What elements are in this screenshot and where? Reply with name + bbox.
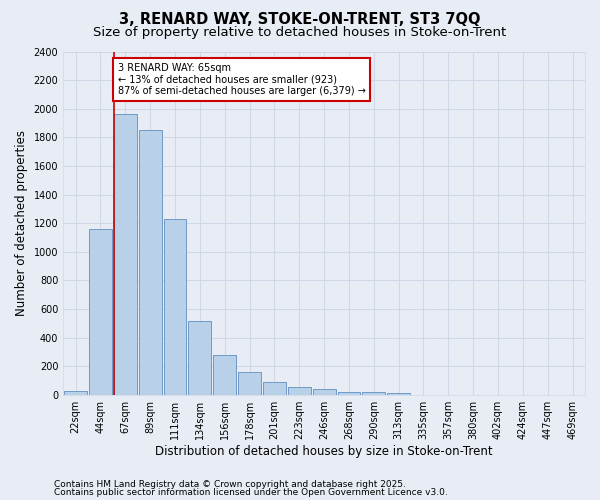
Text: Size of property relative to detached houses in Stoke-on-Trent: Size of property relative to detached ho… — [94, 26, 506, 39]
Bar — [263, 382, 286, 394]
Bar — [114, 114, 137, 394]
Bar — [139, 130, 161, 394]
X-axis label: Distribution of detached houses by size in Stoke-on-Trent: Distribution of detached houses by size … — [155, 444, 493, 458]
Bar — [288, 388, 311, 394]
Bar — [188, 321, 211, 394]
Text: 3 RENARD WAY: 65sqm
← 13% of detached houses are smaller (923)
87% of semi-detac: 3 RENARD WAY: 65sqm ← 13% of detached ho… — [118, 63, 365, 96]
Bar — [164, 219, 187, 394]
Y-axis label: Number of detached properties: Number of detached properties — [15, 130, 28, 316]
Text: 3, RENARD WAY, STOKE-ON-TRENT, ST3 7QQ: 3, RENARD WAY, STOKE-ON-TRENT, ST3 7QQ — [119, 12, 481, 28]
Bar — [362, 392, 385, 394]
Bar — [338, 392, 361, 394]
Bar — [313, 388, 335, 394]
Bar — [89, 229, 112, 394]
Bar — [238, 372, 261, 394]
Bar — [213, 356, 236, 395]
Text: Contains HM Land Registry data © Crown copyright and database right 2025.: Contains HM Land Registry data © Crown c… — [54, 480, 406, 489]
Bar — [387, 392, 410, 394]
Text: Contains public sector information licensed under the Open Government Licence v3: Contains public sector information licen… — [54, 488, 448, 497]
Bar — [64, 390, 87, 394]
